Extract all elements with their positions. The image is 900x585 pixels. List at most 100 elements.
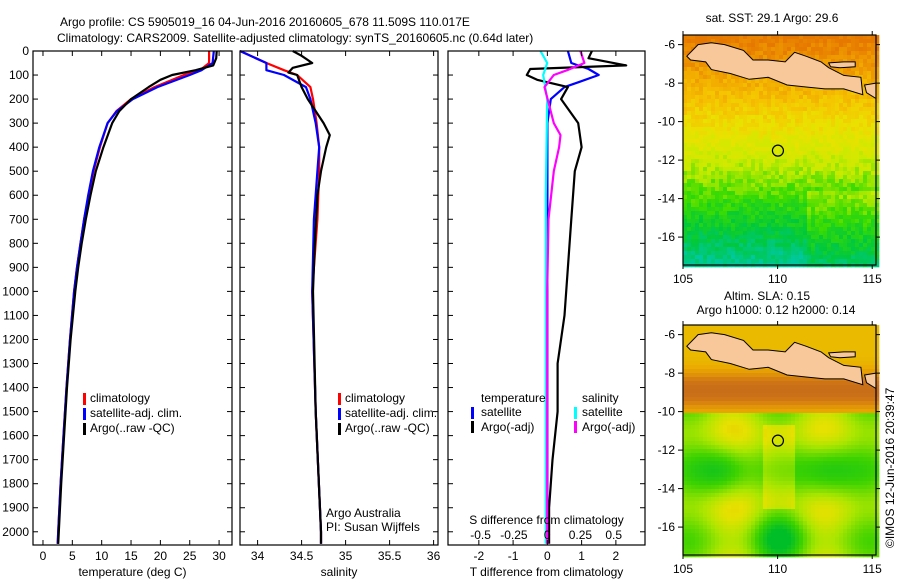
map-cell bbox=[751, 433, 755, 437]
map-cell bbox=[791, 231, 795, 235]
map-cell bbox=[855, 143, 859, 147]
map-cell bbox=[871, 171, 875, 175]
map-cell bbox=[839, 47, 843, 51]
map-cell bbox=[843, 243, 847, 247]
y-tick-label: 1500 bbox=[2, 405, 29, 419]
map-cell bbox=[711, 147, 715, 151]
map-cell bbox=[827, 243, 831, 247]
map-cell bbox=[807, 243, 811, 247]
map-cell bbox=[699, 179, 703, 183]
map-cell bbox=[771, 389, 775, 393]
map-cell bbox=[803, 437, 807, 441]
map-cell bbox=[759, 235, 763, 239]
map-cell bbox=[683, 441, 687, 445]
map-cell bbox=[859, 429, 863, 433]
map-cell bbox=[867, 103, 871, 107]
map-cell bbox=[683, 151, 687, 155]
map-cell bbox=[763, 103, 767, 107]
map-cell bbox=[719, 365, 723, 369]
map-cell bbox=[727, 235, 731, 239]
map-cell bbox=[723, 111, 727, 115]
map-cell bbox=[803, 385, 807, 389]
map-cell bbox=[715, 99, 719, 103]
map-cell bbox=[775, 437, 779, 441]
map-cell bbox=[811, 35, 815, 39]
map-cell bbox=[851, 227, 855, 231]
map-cell bbox=[843, 131, 847, 135]
map-cell bbox=[755, 385, 759, 389]
map-cell bbox=[727, 373, 731, 377]
map-cell bbox=[795, 139, 799, 143]
map-cell bbox=[703, 187, 707, 191]
map-cell bbox=[807, 421, 811, 425]
map-cell bbox=[795, 247, 799, 251]
map-cell bbox=[803, 465, 807, 469]
map-cell bbox=[815, 227, 819, 231]
map-cell bbox=[763, 203, 767, 207]
map-cell bbox=[851, 183, 855, 187]
map-cell bbox=[715, 247, 719, 251]
map-cell bbox=[863, 103, 867, 107]
map-cell bbox=[867, 235, 871, 239]
map-cell bbox=[747, 159, 751, 163]
map-cell bbox=[775, 377, 779, 381]
map-cell bbox=[735, 199, 739, 203]
map-cell bbox=[783, 251, 787, 255]
map-cell bbox=[823, 457, 827, 461]
map-cell bbox=[787, 167, 791, 171]
map-cell bbox=[763, 231, 767, 235]
map-cell bbox=[751, 453, 755, 457]
map-cell bbox=[815, 211, 819, 215]
map-cell bbox=[839, 417, 843, 421]
map-cell bbox=[751, 413, 755, 417]
map-cell bbox=[859, 219, 863, 223]
map-cell bbox=[783, 163, 787, 167]
map-cell bbox=[871, 51, 875, 55]
map-cell bbox=[779, 477, 783, 481]
map-cell bbox=[799, 227, 803, 231]
map-cell bbox=[763, 107, 767, 111]
map-cell bbox=[855, 191, 859, 195]
map-cell bbox=[783, 55, 787, 59]
map-cell bbox=[747, 195, 751, 199]
map-cell bbox=[811, 243, 815, 247]
map-cell bbox=[707, 413, 711, 417]
map-cell bbox=[819, 473, 823, 477]
map-cell bbox=[819, 445, 823, 449]
map-cell bbox=[831, 235, 835, 239]
map-cell bbox=[795, 409, 799, 413]
map-cell bbox=[735, 449, 739, 453]
map-cell bbox=[859, 119, 863, 123]
map-cell bbox=[803, 215, 807, 219]
map-cell bbox=[731, 365, 735, 369]
map-cell bbox=[755, 259, 759, 263]
map-cell bbox=[739, 453, 743, 457]
map-cell bbox=[751, 91, 755, 95]
map-cell bbox=[859, 195, 863, 199]
map-cell bbox=[859, 71, 863, 75]
map-cell bbox=[755, 175, 759, 179]
map-cell bbox=[719, 417, 723, 421]
map-cell bbox=[807, 47, 811, 51]
map-cell bbox=[735, 457, 739, 461]
map-cell bbox=[859, 63, 863, 67]
map-cell bbox=[791, 219, 795, 223]
map-cell bbox=[715, 477, 719, 481]
map-cell bbox=[843, 147, 847, 151]
map-cell bbox=[699, 99, 703, 103]
map-cell bbox=[775, 381, 779, 385]
map-cell bbox=[799, 127, 803, 131]
map-cell bbox=[767, 413, 771, 417]
map-cell bbox=[795, 219, 799, 223]
map-cell bbox=[851, 357, 855, 361]
map-cell bbox=[791, 119, 795, 123]
map-cell bbox=[715, 139, 719, 143]
map-cell bbox=[855, 227, 859, 231]
map-cell bbox=[723, 449, 727, 453]
map-cell bbox=[807, 409, 811, 413]
map-cell bbox=[727, 107, 731, 111]
map-cell bbox=[719, 179, 723, 183]
map-cell bbox=[691, 75, 695, 79]
map-cell bbox=[723, 95, 727, 99]
map-cell bbox=[779, 87, 783, 91]
